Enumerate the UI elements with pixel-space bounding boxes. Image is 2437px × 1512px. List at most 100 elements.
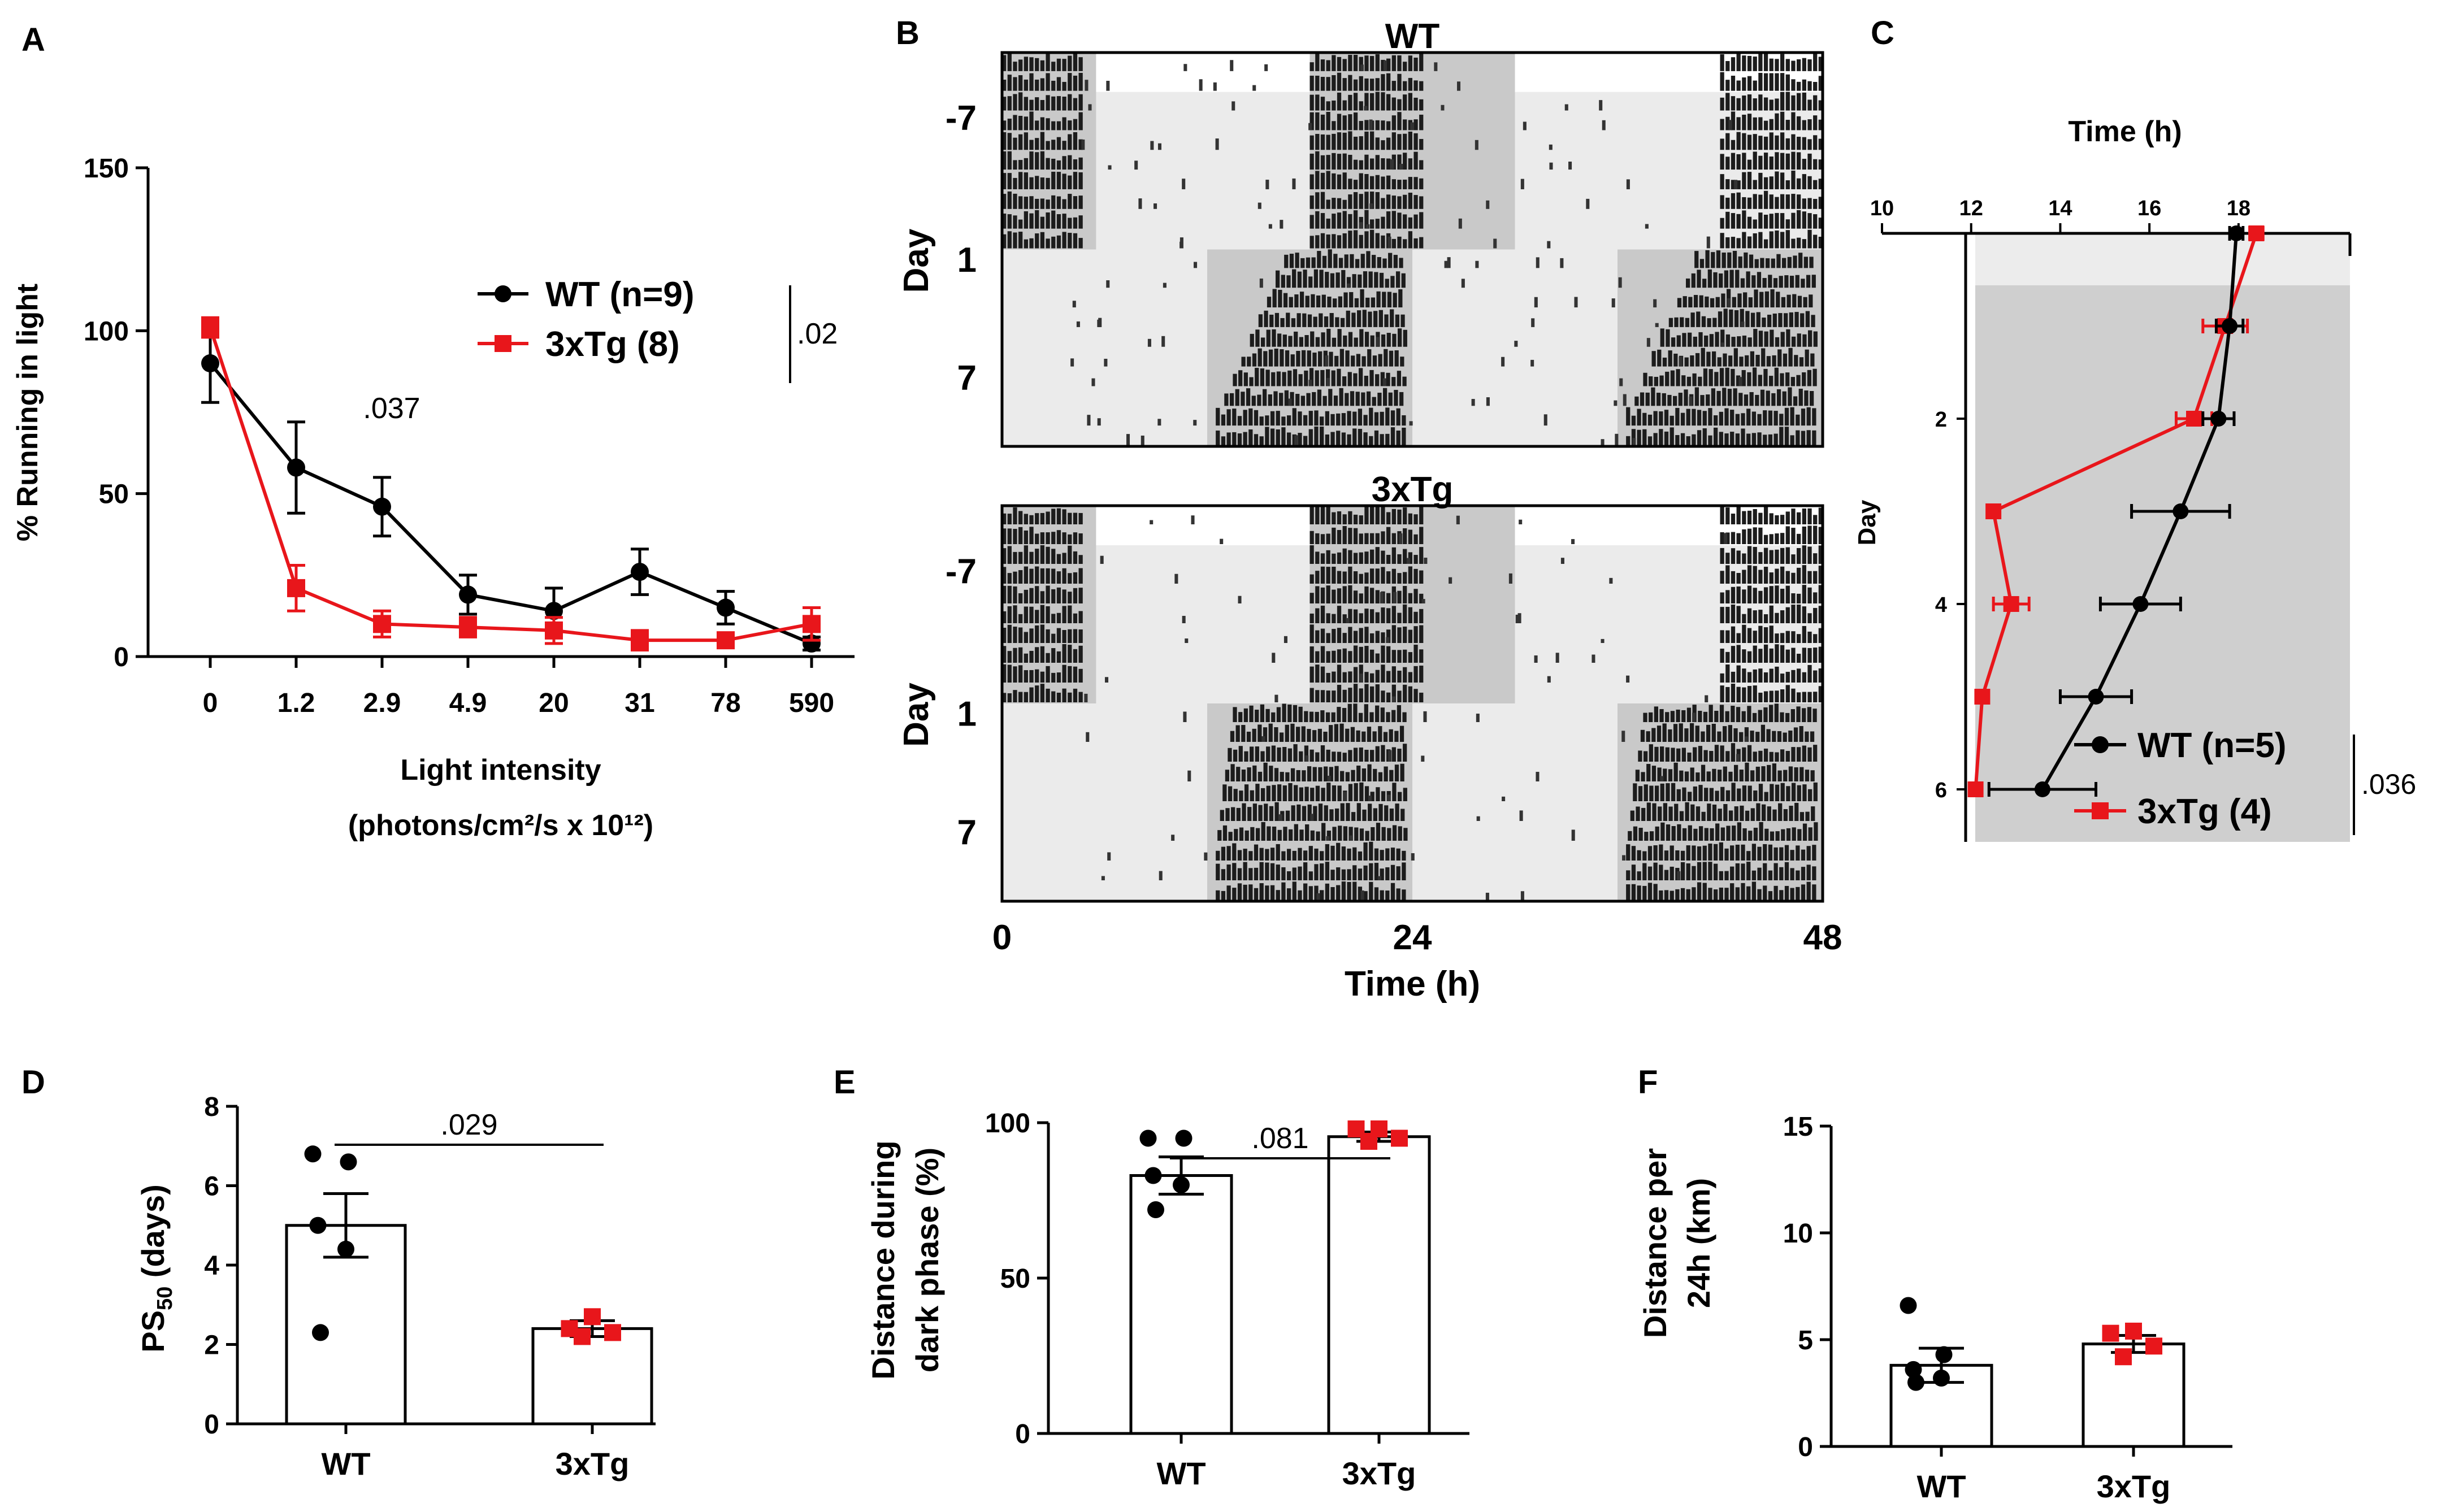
activity-bar xyxy=(1785,138,1790,150)
activity-bar xyxy=(1695,353,1700,367)
activity-bar xyxy=(1078,139,1083,150)
activity-bar xyxy=(1231,101,1235,111)
activity-bar xyxy=(1806,275,1811,288)
activity-bar xyxy=(1375,705,1380,722)
activity-bar xyxy=(1688,297,1693,308)
activity-bar xyxy=(1332,121,1336,131)
activity-bar xyxy=(1035,625,1039,643)
activity-bar xyxy=(1599,100,1603,111)
activity-bar xyxy=(1764,792,1768,801)
activity-bar xyxy=(1742,624,1746,643)
activity-bar xyxy=(1354,298,1359,308)
activity-bar xyxy=(1698,746,1703,762)
activity-bar xyxy=(1395,803,1399,821)
activity-bar xyxy=(1295,727,1300,742)
activity-bar xyxy=(1720,592,1724,603)
activity-bar xyxy=(1733,388,1737,406)
activity-bar xyxy=(1797,116,1801,131)
activity-bar xyxy=(1277,829,1282,841)
activity-bar xyxy=(1359,712,1363,722)
activity-bar xyxy=(1282,372,1286,386)
activity-bar xyxy=(1154,203,1157,209)
activity-bar xyxy=(1385,890,1390,900)
activity-bar xyxy=(1381,120,1385,131)
activity-bar xyxy=(1683,296,1687,308)
activity-bar xyxy=(1658,806,1662,821)
activity-bar xyxy=(1281,416,1286,426)
activity-bar xyxy=(1749,254,1754,268)
activity-bar xyxy=(1678,393,1683,406)
activity-bar xyxy=(1259,862,1264,880)
activity-bar xyxy=(1359,234,1363,249)
activity-bar xyxy=(1326,171,1330,189)
activity-bar xyxy=(1291,318,1296,327)
activity-bar xyxy=(1369,549,1374,564)
activity-bar xyxy=(1002,567,1007,584)
y-tick-label: 5 xyxy=(1798,1326,1813,1355)
legend-marker xyxy=(2092,802,2109,819)
activity-bar xyxy=(1369,588,1374,603)
activity-bar xyxy=(1348,231,1352,249)
activity-bar xyxy=(1698,785,1703,801)
activity-bar xyxy=(1745,762,1749,781)
activity-bar xyxy=(1769,58,1773,71)
activity-bar xyxy=(1363,842,1368,861)
activity-bar xyxy=(1797,747,1801,762)
activity-bar xyxy=(1282,703,1286,722)
activity-bar xyxy=(1013,215,1017,229)
activity-bar xyxy=(1781,829,1785,841)
y-axis-title-subscript: 50 xyxy=(153,1287,177,1310)
activity-bar xyxy=(1763,368,1768,386)
activity-bar xyxy=(1216,407,1220,426)
activity-bar xyxy=(1408,193,1412,209)
activity-bar xyxy=(1714,372,1719,386)
activity-bar xyxy=(1685,802,1689,821)
activity-bar xyxy=(1332,234,1336,249)
activity-bar xyxy=(1797,194,1801,209)
activity-bar xyxy=(1007,606,1012,623)
activity-bar xyxy=(1697,846,1702,861)
activity-bar xyxy=(1237,416,1242,426)
activity-bar xyxy=(1686,436,1690,445)
activity-bar xyxy=(1758,527,1763,544)
activity-bar xyxy=(1390,864,1395,880)
activity-bar xyxy=(1040,151,1045,170)
activity-bar xyxy=(1319,270,1324,288)
activity-bar xyxy=(1375,78,1380,91)
activity-bar xyxy=(1068,692,1072,702)
activity-bar xyxy=(1739,357,1744,367)
activity-bar xyxy=(1702,279,1707,288)
activity-bar xyxy=(1743,292,1747,308)
activity-bar xyxy=(1386,712,1390,722)
activity-bar xyxy=(1002,528,1007,544)
activity-bar xyxy=(1701,764,1706,781)
activity-bar xyxy=(1367,349,1372,367)
activity-bar xyxy=(1408,652,1412,663)
activity-bar xyxy=(1756,803,1760,821)
bar-3xtg xyxy=(1327,1135,1431,1435)
activity-bar xyxy=(1386,372,1390,386)
activity-bar xyxy=(1323,731,1328,742)
activity-bar xyxy=(1138,198,1142,209)
activity-bar xyxy=(1791,593,1796,603)
activity-bar xyxy=(1329,809,1334,821)
activity-bar xyxy=(1359,173,1363,189)
activity-bar xyxy=(1784,407,1789,426)
activity-bar xyxy=(1236,767,1241,781)
activity-bar xyxy=(1773,411,1778,426)
activity-bar xyxy=(1408,231,1412,249)
activity-bar xyxy=(1314,848,1319,861)
activity-bar xyxy=(1802,648,1806,663)
activity-bar xyxy=(1701,731,1705,742)
activity-bar xyxy=(1731,140,1736,150)
activity-bar xyxy=(1346,283,1350,288)
activity-bar xyxy=(1386,211,1391,229)
y-axis-title-main: PS xyxy=(135,1310,171,1353)
activity-bar xyxy=(1646,802,1651,821)
activity-bar xyxy=(1068,55,1072,71)
panel-letter-e: E xyxy=(834,1064,856,1101)
activity-bar xyxy=(1353,684,1358,702)
activity-bar xyxy=(1304,334,1309,347)
activity-bar xyxy=(1326,112,1330,131)
activity-bar xyxy=(1073,532,1078,544)
